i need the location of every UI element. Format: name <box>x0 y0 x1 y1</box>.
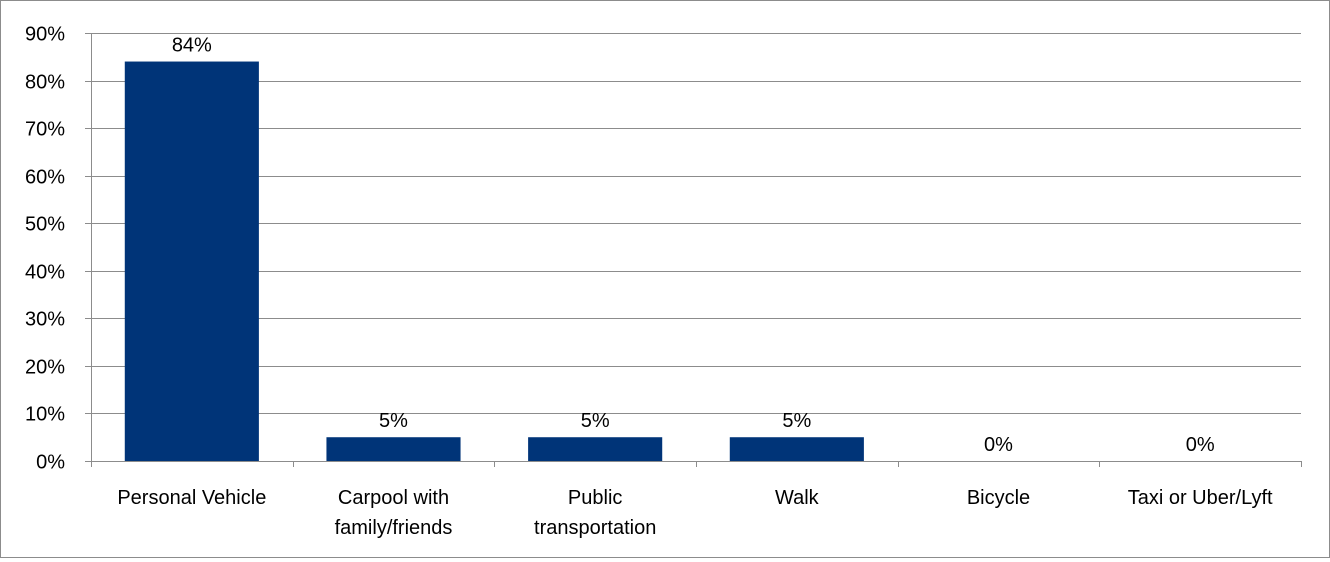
y-tick-label: 30% <box>25 309 65 331</box>
y-tick-label: 10% <box>25 404 65 426</box>
x-tick-label: Carpool with <box>338 487 449 509</box>
data-label: 5% <box>782 410 811 432</box>
y-tick-label: 40% <box>25 262 65 284</box>
y-tick-label: 80% <box>25 72 65 94</box>
bar <box>326 437 461 461</box>
bar <box>528 437 663 461</box>
y-tick-label: 20% <box>25 357 65 379</box>
x-tick-labels: Personal Vehicle Carpool with family/frien… <box>117 487 1273 539</box>
data-label: 5% <box>581 410 610 432</box>
y-tick-label: 70% <box>25 119 65 141</box>
y-tick-label: 90% <box>25 24 65 46</box>
y-tick-label: 50% <box>25 214 65 236</box>
gridlines <box>91 33 1301 414</box>
x-tick-label: Public <box>568 487 622 509</box>
bar <box>729 437 864 461</box>
data-label: 84% <box>172 35 212 57</box>
axes <box>85 33 1302 467</box>
y-tick-labels: 0% 10% 20% 30% 40% 50% 60% 70% 80% 90% <box>25 24 65 474</box>
data-labels: 84% 5% 5% 5% 0% 0% <box>172 35 1215 456</box>
y-tick-label: 0% <box>36 452 65 474</box>
data-label: 0% <box>1186 434 1215 456</box>
x-tick-label: Personal Vehicle <box>117 487 266 509</box>
x-tick-label: transportation <box>534 517 656 539</box>
data-label: 5% <box>379 410 408 432</box>
data-label: 0% <box>984 434 1013 456</box>
bar <box>124 61 259 462</box>
x-tick-label: Bicycle <box>967 487 1030 509</box>
x-tick-label: Taxi or Uber/Lyft <box>1128 487 1273 509</box>
x-tick-label: family/friends <box>335 517 453 539</box>
x-tick-label: Walk <box>775 487 820 509</box>
bars <box>124 61 864 462</box>
y-tick-label: 60% <box>25 167 65 189</box>
